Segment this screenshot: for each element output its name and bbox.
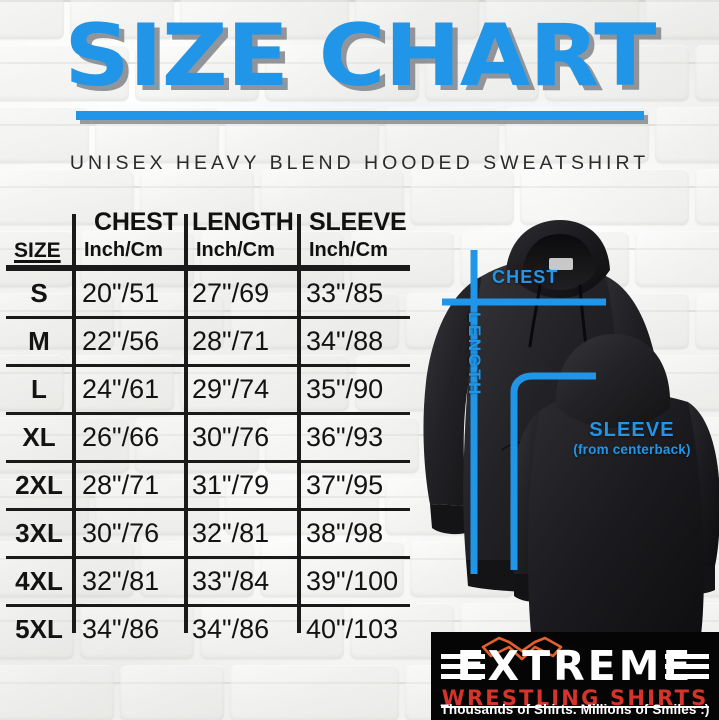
- column-header-chest: CHEST: [94, 208, 178, 236]
- cell-sleeve-value: 38"/98: [306, 518, 384, 548]
- cell-chest-value: 28"/71: [82, 470, 160, 500]
- cell-length-value: 31"/79: [192, 470, 270, 500]
- table-row: 5XL 34"/86 34"/86 40"/103: [6, 604, 410, 652]
- chest-measure-label: CHEST: [492, 267, 559, 287]
- column-header-sleeve: SLEEVE: [309, 208, 407, 236]
- cell-chest-value: 22"/56: [82, 326, 160, 356]
- logo-bars-right: [665, 654, 709, 680]
- table-row: 2XL 28"/71 31"/79 37"/95: [6, 460, 410, 508]
- column-divider-1: [72, 214, 76, 633]
- cell-sleeve-value: 40"/103: [306, 614, 399, 644]
- cell-length-value: 30"/76: [192, 422, 270, 452]
- cell-size-value: M: [28, 326, 50, 356]
- header-separator-line: [6, 265, 410, 268]
- cell-chest-value: 34"/86: [82, 614, 160, 644]
- table-row: XL 26"/66 30"/76 36"/93: [6, 412, 410, 460]
- unit-header-sleeve: Inch/Cm: [309, 239, 388, 261]
- cell-size-value: 2XL: [15, 470, 63, 500]
- cell-length-value: 34"/86: [192, 614, 270, 644]
- hoodie-graphic: [423, 220, 719, 634]
- cell-length-value: 28"/71: [192, 326, 270, 356]
- cell-size-value: 3XL: [15, 518, 63, 548]
- cell-sleeve-value: 35"/90: [306, 374, 384, 404]
- cell-size-value: 4XL: [15, 566, 63, 596]
- unit-header-chest: Inch/Cm: [84, 239, 163, 261]
- table-row: 3XL 30"/76 32"/81 38"/98: [6, 508, 410, 556]
- cell-chest-value: 32"/81: [82, 566, 160, 596]
- table-row: L 24"/61 29"/74 35"/90: [6, 364, 410, 412]
- sleeve-measure-sublabel: (from centerback): [573, 442, 691, 457]
- cell-sleeve-value: 33"/85: [306, 278, 384, 308]
- logo-divider: [441, 706, 709, 708]
- unit-header-length: Inch/Cm: [196, 239, 275, 261]
- page-title-wrap: SIZE CHART: [0, 6, 719, 106]
- table-row: S 20"/51 27"/69 33"/85: [6, 268, 410, 316]
- page-title: SIZE CHART: [63, 6, 656, 106]
- length-measure-label: LENGTH: [465, 312, 484, 397]
- brand-logo[interactable]: EXTREME WRESTLING SHIRTS Thousands of Sh…: [431, 632, 719, 720]
- cell-size-value: 5XL: [15, 614, 63, 644]
- measurement-lines: [442, 250, 606, 574]
- sleeve-measure-label: SLEEVE: [589, 419, 675, 441]
- column-header-size: SIZE: [14, 239, 61, 262]
- cell-sleeve-value: 39"/100: [306, 566, 399, 596]
- cell-chest-value: 20"/51: [82, 278, 160, 308]
- logo-bars-left: [441, 654, 485, 680]
- cell-sleeve-value: 37"/95: [306, 470, 384, 500]
- column-divider-2: [184, 214, 188, 633]
- cell-sleeve-value: 36"/93: [306, 422, 384, 452]
- column-divider-3: [297, 214, 301, 633]
- column-header-length: LENGTH: [192, 208, 294, 236]
- cell-chest-value: 26"/66: [82, 422, 160, 452]
- cell-size-value: XL: [22, 422, 56, 452]
- table-header: SIZE CHEST LENGTH SLEEVE Inch/Cm Inch/Cm…: [6, 206, 410, 268]
- cell-length-value: 33"/84: [192, 566, 270, 596]
- logo-tagline: Thousands of Shirts. Millions of Smiles …: [440, 702, 710, 717]
- page-subtitle: UNISEX HEAVY BLEND HOODED SWEATSHIRT: [69, 152, 650, 174]
- shirt-outline-icon: [481, 636, 563, 661]
- cell-size-value: S: [30, 278, 48, 308]
- sleeve-measure-line: [510, 372, 596, 570]
- cell-size-value: L: [31, 374, 47, 404]
- table-row: M 22"/56 28"/71 34"/88: [6, 316, 410, 364]
- size-table: SIZE CHEST LENGTH SLEEVE Inch/Cm Inch/Cm…: [6, 206, 410, 652]
- title-underline-bar: [76, 111, 644, 120]
- cell-length-value: 29"/74: [192, 374, 270, 404]
- hoodie-illustration: CHEST LENGTH SLEEVE (from centerback): [410, 214, 719, 634]
- table-row: 4XL 32"/81 33"/84 39"/100: [6, 556, 410, 604]
- cell-length-value: 27"/69: [192, 278, 270, 308]
- cell-chest-value: 30"/76: [82, 518, 160, 548]
- logo-brand-secondary: WRESTLING SHIRTS: [441, 686, 709, 710]
- table-body: S 20"/51 27"/69 33"/85 M 22"/56 28"/71 34"/88 L 2…: [6, 268, 410, 652]
- cell-chest-value: 24"/61: [82, 374, 160, 404]
- hoodie-back-view: [509, 334, 719, 634]
- cell-length-value: 32"/81: [192, 518, 270, 548]
- logo-brand-primary: EXTREME: [456, 642, 694, 690]
- cell-sleeve-value: 34"/88: [306, 326, 384, 356]
